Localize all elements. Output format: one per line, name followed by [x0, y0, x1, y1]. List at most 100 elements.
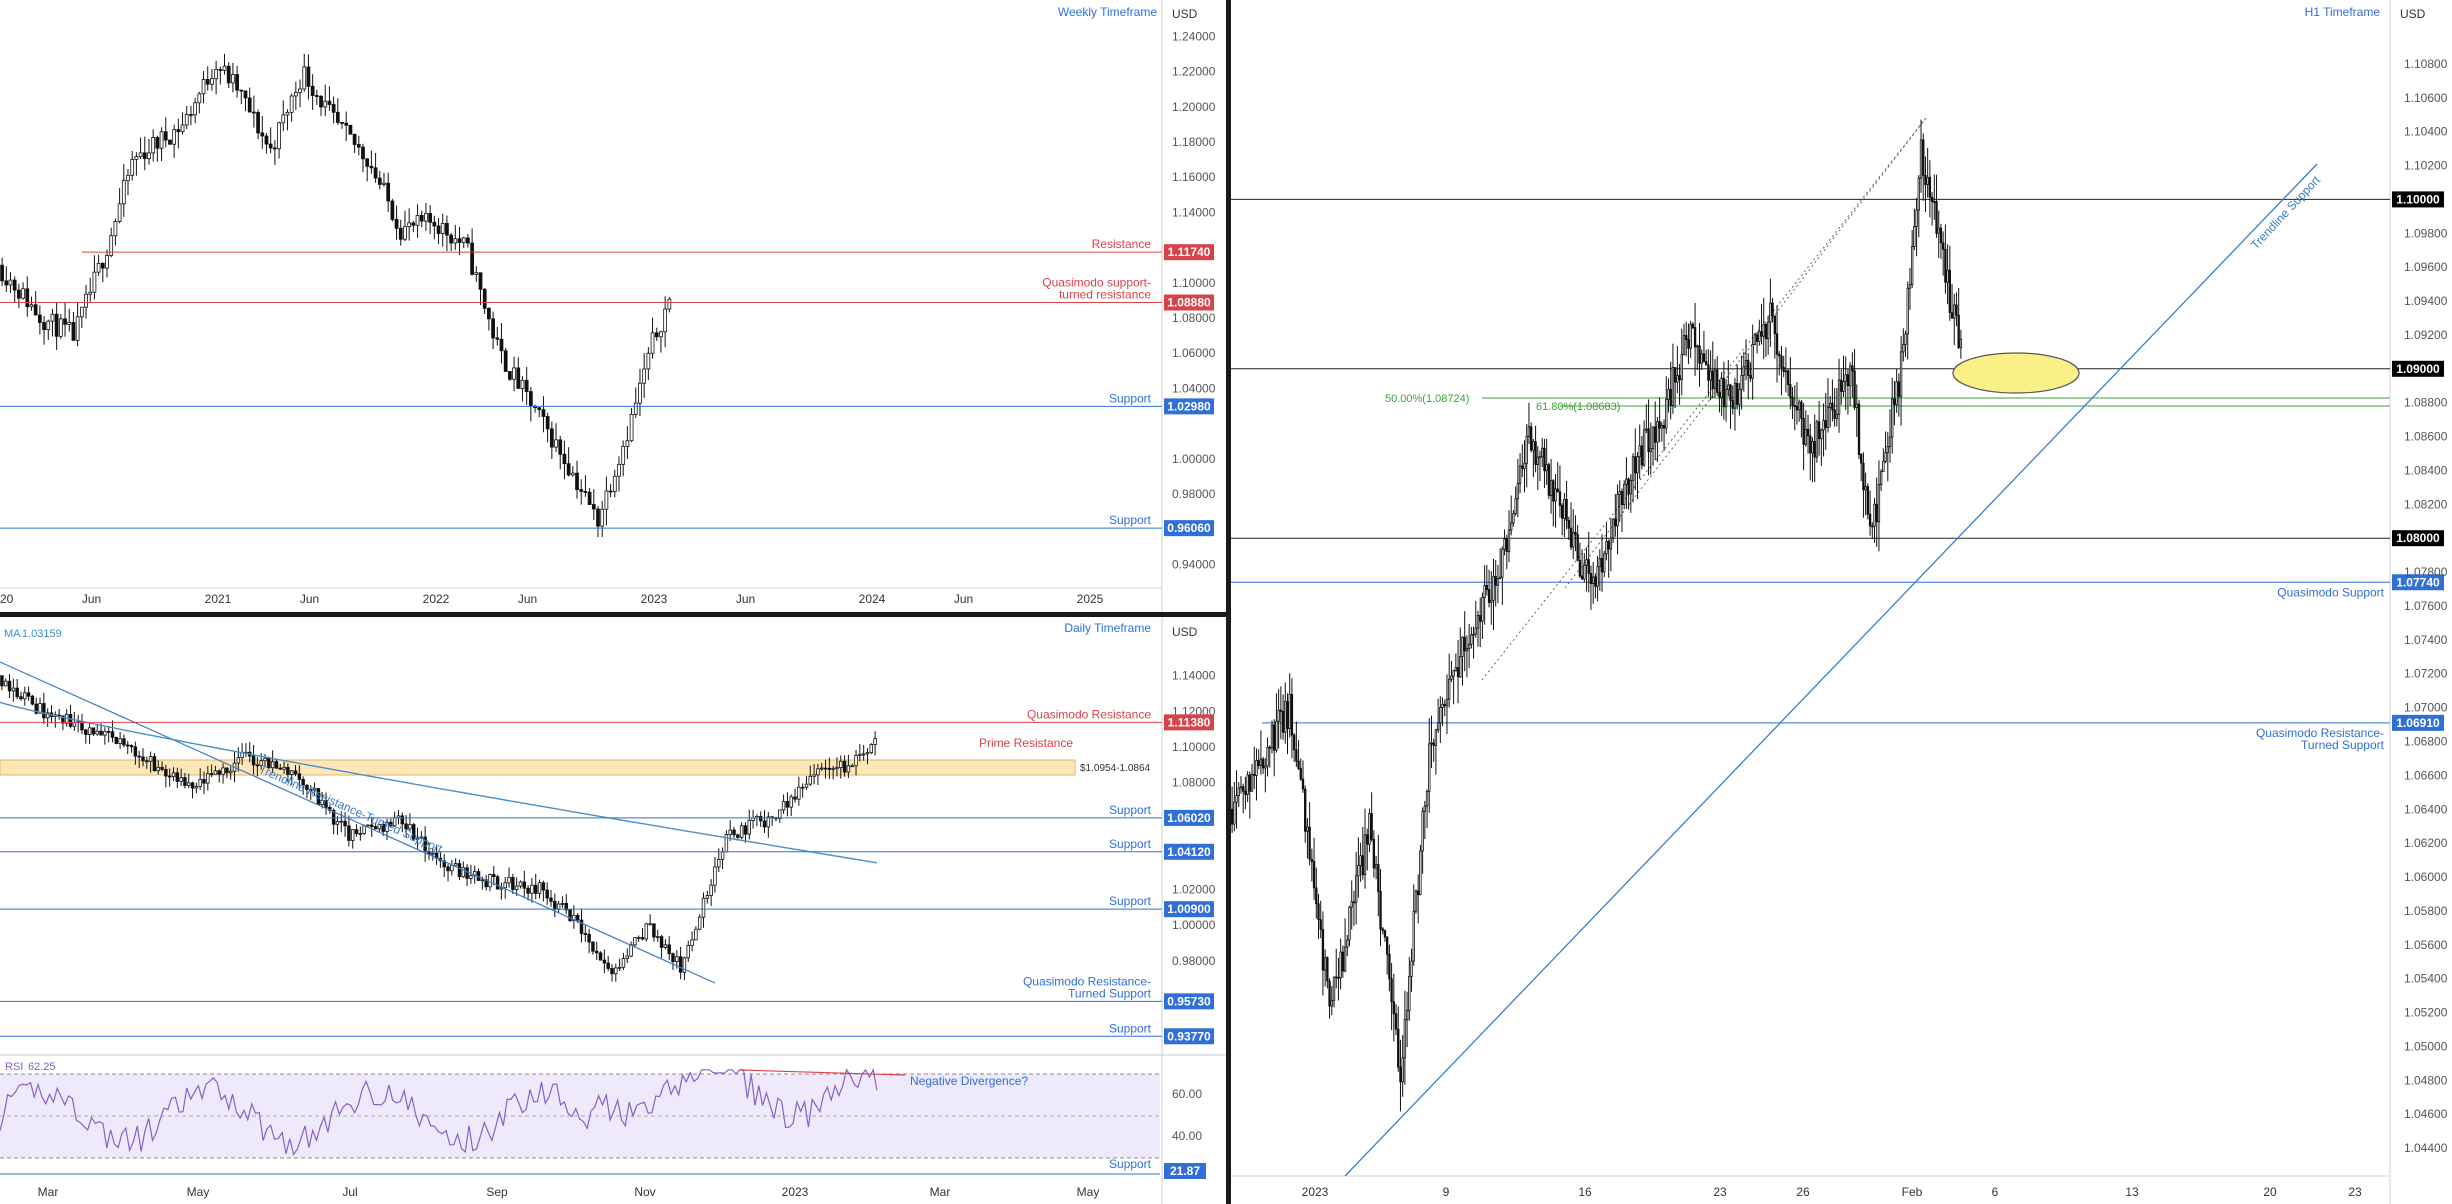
h1-level-tag — [2392, 574, 2444, 591]
weekly-y-tick: 1.00000 — [1172, 452, 1216, 466]
weekly-levels: 1.11740 Resistance 1.08880 Quasimodo suppor… — [0, 237, 1214, 537]
candle-body — [1366, 834, 1369, 845]
candle-body — [1609, 537, 1613, 550]
fib-dotted-1 — [1481, 117, 1927, 681]
candle-body — [1572, 531, 1575, 548]
candle-body — [850, 765, 854, 768]
candle-body — [507, 876, 511, 884]
candle-body — [526, 887, 530, 894]
h1-level-tag — [2392, 714, 2444, 731]
candle-body — [1682, 335, 1686, 356]
candle-body — [1507, 529, 1511, 553]
weekly-title: Weekly Timeframe — [1058, 5, 1157, 19]
candle-body — [644, 923, 649, 940]
candle-body — [1479, 615, 1482, 622]
candle-body — [256, 112, 260, 134]
candle-body — [1598, 557, 1601, 568]
candle-body — [1261, 758, 1265, 769]
candle-body — [7, 680, 12, 692]
h1-x-tick: 2023 — [1302, 1185, 1329, 1199]
candle-body — [415, 215, 420, 226]
candle-body — [1230, 808, 1234, 825]
candle-body — [15, 687, 19, 698]
candle-body — [1259, 758, 1263, 766]
candle-body — [1383, 930, 1387, 938]
candle-body — [23, 692, 27, 700]
candle-body — [1603, 553, 1606, 573]
candle-body — [1445, 698, 1449, 707]
candle-body — [213, 770, 218, 775]
candle-body — [461, 867, 466, 878]
candle-body — [1235, 795, 1238, 803]
candle-body — [514, 885, 519, 890]
daily-level-tag — [1164, 1028, 1214, 1045]
candle-body — [1937, 227, 1940, 234]
candle-body — [1716, 369, 1719, 393]
candle-body — [1459, 656, 1462, 678]
candle-body — [1868, 513, 1872, 527]
candle-body — [812, 774, 816, 777]
candle-body — [1654, 426, 1657, 443]
candle-body — [1678, 375, 1681, 381]
candle-body — [1866, 486, 1870, 515]
candle-body — [732, 829, 736, 836]
candle-body — [289, 770, 294, 775]
candle-body — [217, 770, 221, 775]
candle-body — [1895, 381, 1898, 405]
candle-body — [305, 784, 309, 790]
candle-body — [1461, 636, 1464, 657]
candle-body — [604, 490, 609, 510]
candle-body — [453, 238, 458, 244]
candle-body — [293, 770, 298, 775]
weekly-level-label: turned resistance — [1059, 288, 1151, 302]
candle-body — [1842, 381, 1845, 392]
candle-body — [155, 137, 160, 149]
candle-body — [1618, 490, 1621, 495]
candle-body — [1514, 498, 1517, 514]
candle-body — [717, 858, 721, 868]
weekly-candles — [0, 53, 672, 538]
candle-body — [1361, 855, 1364, 876]
candle-body — [398, 227, 403, 240]
candle-body — [1292, 734, 1296, 751]
daily-x-tick: Nov — [634, 1185, 655, 1199]
daily-level-label: Support — [1109, 894, 1152, 908]
candle-body — [553, 901, 557, 910]
vertical-divider[interactable] — [1226, 0, 1231, 1204]
candle-body — [1541, 447, 1544, 458]
h1-y-tick: 1.10200 — [2404, 159, 2448, 173]
h1-y-tick: 1.08400 — [2404, 463, 2448, 477]
candle-body — [511, 876, 515, 890]
candle-body — [1833, 409, 1836, 419]
candle-body — [705, 895, 710, 899]
candle-body — [1250, 773, 1254, 792]
candle-body — [179, 777, 183, 782]
candle-body — [629, 944, 633, 957]
candle-body — [17, 289, 21, 299]
candle-body — [365, 158, 370, 167]
candle-body — [1394, 1013, 1398, 1030]
h1-level-value: 1.09000 — [2396, 362, 2440, 376]
candle-body — [1804, 428, 1808, 445]
candle-body — [358, 833, 363, 835]
horizontal-divider[interactable] — [0, 612, 1226, 617]
candle-body — [344, 122, 349, 126]
candle-body — [236, 757, 241, 764]
candle-body — [1492, 576, 1495, 601]
candle-body — [1919, 139, 1923, 179]
candle-body — [524, 379, 529, 392]
candle-body — [1680, 354, 1683, 381]
candle-body — [861, 753, 866, 756]
candle-body — [827, 767, 832, 770]
candle-body — [445, 223, 449, 236]
candle-body — [1660, 424, 1664, 429]
candle-body — [591, 941, 595, 952]
h1-y-tick: 1.05600 — [2404, 938, 2448, 952]
candle-body — [1357, 865, 1360, 877]
candle-body — [831, 767, 835, 770]
candle-body — [1665, 399, 1668, 429]
candle-body — [404, 823, 408, 830]
rsi-label: RSI — [5, 1061, 23, 1073]
h1-title: H1 Timeframe — [2305, 5, 2381, 19]
daily-x-tick: Mar — [38, 1185, 59, 1199]
